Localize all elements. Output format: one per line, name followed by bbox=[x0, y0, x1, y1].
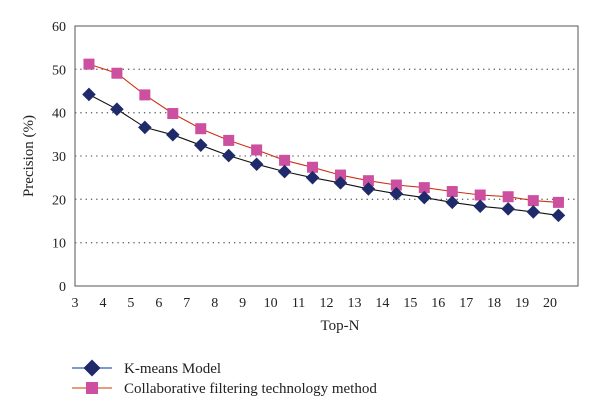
data-point bbox=[195, 123, 207, 135]
data-point bbox=[361, 182, 376, 196]
data-point bbox=[418, 182, 430, 194]
legend-item-collaborative: Collaborative filtering technology metho… bbox=[72, 381, 377, 397]
y-tick-label: 0 bbox=[59, 280, 66, 295]
x-tick-label: 20 bbox=[543, 296, 557, 311]
data-point bbox=[502, 191, 514, 203]
data-point bbox=[277, 164, 292, 179]
data-point bbox=[307, 161, 319, 173]
x-tick-label: 18 bbox=[487, 296, 501, 311]
data-point bbox=[334, 169, 346, 181]
y-tick-label: 30 bbox=[52, 150, 66, 165]
legend-marker-collaborative bbox=[86, 382, 98, 394]
y-tick-labels: 0 10 20 30 40 50 60 bbox=[52, 20, 66, 295]
x-tick-label: 15 bbox=[403, 296, 417, 311]
data-point bbox=[501, 202, 515, 216]
legend-label-collaborative: Collaborative filtering technology metho… bbox=[124, 381, 377, 397]
data-point bbox=[223, 134, 235, 146]
data-point bbox=[110, 102, 124, 116]
data-point bbox=[167, 108, 179, 120]
data-point bbox=[83, 58, 95, 70]
data-point bbox=[166, 127, 180, 142]
x-tick-label: 5 bbox=[127, 296, 134, 311]
x-tick-label: 9 bbox=[239, 296, 246, 311]
data-point bbox=[221, 148, 236, 163]
y-tick-label: 20 bbox=[52, 193, 66, 208]
data-point bbox=[139, 89, 151, 101]
x-tick-label: 12 bbox=[320, 296, 334, 311]
data-point bbox=[473, 199, 487, 214]
series-group bbox=[82, 58, 566, 223]
y-tick-label: 40 bbox=[52, 107, 66, 122]
x-tick-label: 8 bbox=[211, 296, 218, 311]
data-point bbox=[527, 195, 539, 207]
legend-marker-kmeans bbox=[83, 359, 101, 377]
data-point bbox=[389, 186, 404, 201]
data-point bbox=[445, 195, 460, 210]
x-tick-label: 14 bbox=[375, 296, 389, 311]
y-tick-label: 50 bbox=[52, 63, 66, 78]
x-tick-label: 16 bbox=[431, 296, 445, 311]
y-tick-label: 60 bbox=[52, 20, 66, 35]
data-point bbox=[251, 144, 263, 156]
data-point bbox=[279, 154, 291, 166]
data-point bbox=[390, 179, 402, 191]
legend-item-kmeans: K-means Model bbox=[72, 359, 221, 377]
data-point bbox=[362, 175, 374, 187]
data-point bbox=[474, 189, 486, 201]
y-axis-label: Precision (%) bbox=[21, 115, 37, 197]
data-point bbox=[193, 138, 208, 152]
x-tick-label: 19 bbox=[515, 296, 529, 311]
data-point bbox=[526, 205, 541, 219]
x-tick-label: 10 bbox=[264, 296, 278, 311]
x-tick-label: 13 bbox=[347, 296, 361, 311]
data-point bbox=[333, 176, 348, 190]
x-axis-label: Top-N bbox=[321, 318, 360, 334]
x-tick-label: 17 bbox=[459, 296, 473, 311]
data-point bbox=[446, 186, 458, 198]
data-point bbox=[552, 196, 564, 208]
x-tick-label: 4 bbox=[99, 296, 106, 311]
data-point bbox=[551, 208, 566, 223]
legend-label-kmeans: K-means Model bbox=[124, 361, 221, 377]
data-point bbox=[305, 170, 320, 185]
x-tick-labels: 3 4 5 6 7 8 9 10 11 12 13 14 15 16 17 18 19 20 bbox=[72, 296, 558, 311]
data-point bbox=[82, 87, 96, 102]
data-point bbox=[417, 190, 432, 205]
legend: K-means Model Collaborative filtering te… bbox=[72, 359, 377, 397]
x-tick-label: 7 bbox=[183, 296, 190, 311]
data-point bbox=[111, 67, 123, 79]
x-tick-label: 3 bbox=[72, 296, 79, 311]
grid-lines bbox=[75, 68, 578, 244]
y-tick-label: 10 bbox=[52, 237, 66, 252]
data-point bbox=[249, 157, 264, 172]
x-tick-label: 11 bbox=[292, 296, 305, 311]
x-tick-label: 6 bbox=[155, 296, 162, 311]
